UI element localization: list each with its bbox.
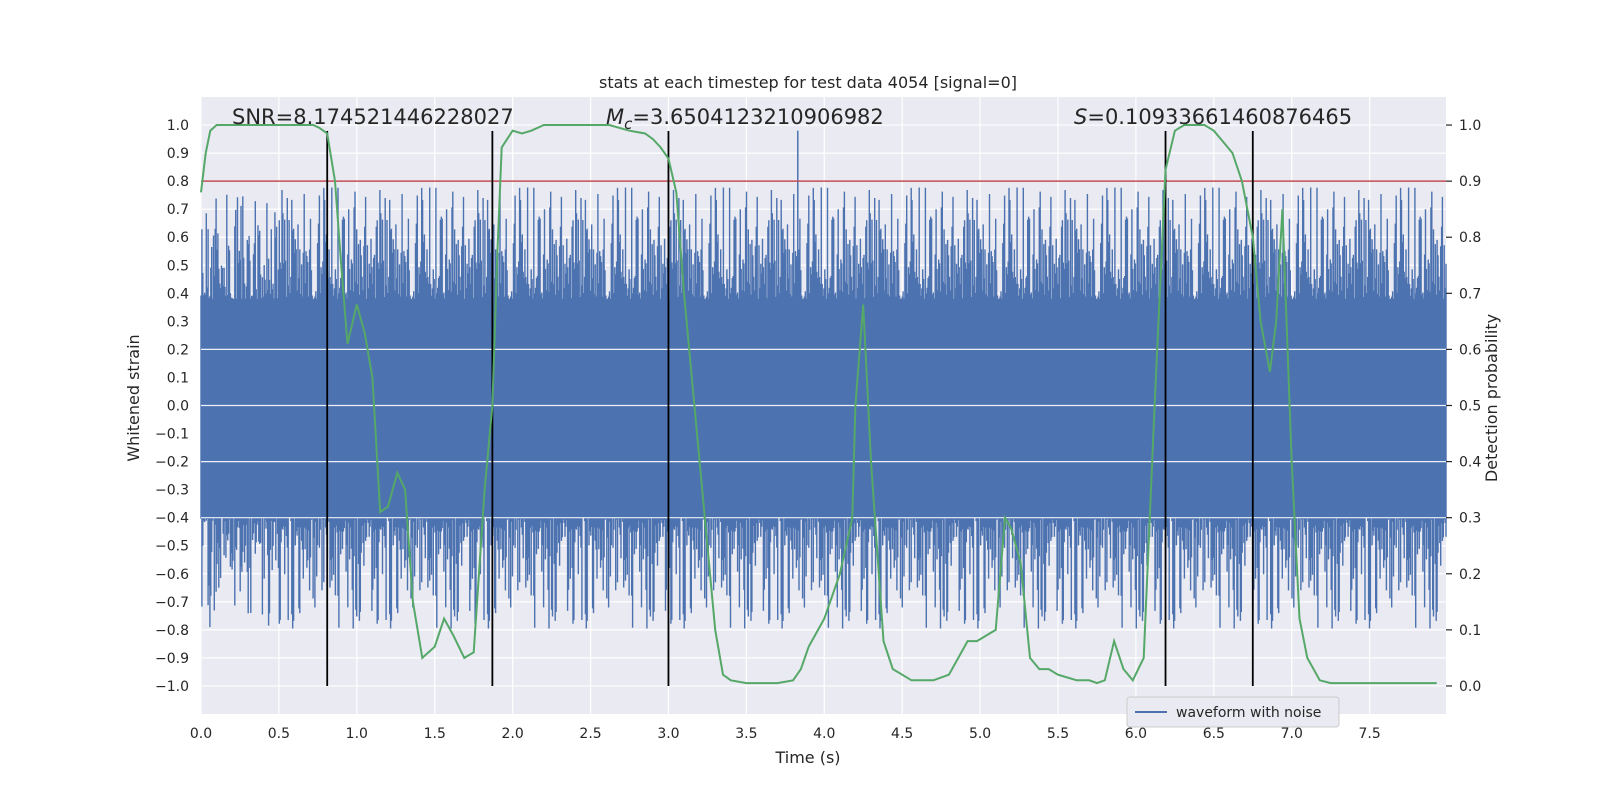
y-left-tick-label: 0.9 <box>167 146 189 162</box>
y-right-tick-label: 0.5 <box>1459 399 1481 415</box>
x-tick-label: 4.5 <box>891 726 913 742</box>
x-tick-label: 1.5 <box>424 726 446 742</box>
y-left-tick-label: −0.8 <box>155 623 189 639</box>
legend: waveform with noise <box>1126 696 1340 728</box>
left-axis-ticks: 1.0 0.9 0.8 0.7 0.6 0.5 0.4 0.3 0.2 0.1 0.0 −0.1 −0.… <box>155 118 189 695</box>
y-axis-left-label: Whitened strain <box>124 334 143 461</box>
y-right-tick-label: 0.6 <box>1459 342 1481 358</box>
x-tick-label: 1.0 <box>346 726 368 742</box>
y-right-tick-label: 0.0 <box>1459 679 1481 695</box>
y-left-tick-label: 0.4 <box>167 286 189 302</box>
x-tick-label: 2.0 <box>502 726 524 742</box>
y-left-tick-label: −0.3 <box>155 483 189 499</box>
chart-title: stats at each timestep for test data 405… <box>599 73 1017 92</box>
chirp-mass-annotation: Mc=3.6504123210906982 <box>606 105 884 133</box>
y-right-tick-label: 0.7 <box>1459 286 1481 302</box>
spin-annotation: S=0.10933661460876465 <box>1074 105 1352 129</box>
y-right-tick-label: 1.0 <box>1459 118 1481 134</box>
x-tick-label: 2.5 <box>579 726 601 742</box>
waveform-line <box>200 187 1447 629</box>
y-right-tick-label: 0.9 <box>1459 174 1481 190</box>
y-left-tick-label: −0.7 <box>155 595 189 611</box>
chirp-mass-value: =3.6504123210906982 <box>632 105 883 129</box>
probability-series <box>200 124 1437 685</box>
x-tick-label: 3.0 <box>657 726 679 742</box>
y-axis-right-label: Detection probability <box>1482 314 1501 482</box>
chirp-mass-subscript: c <box>624 115 633 133</box>
legend-label: waveform with noise <box>1176 705 1321 721</box>
chirp-mass-symbol: M <box>606 105 624 129</box>
y-right-tick-label: 0.1 <box>1459 623 1481 639</box>
x-tick-label: 6.5 <box>1203 726 1225 742</box>
spin-symbol: S <box>1074 105 1087 129</box>
probability-line <box>200 124 1437 685</box>
x-tick-label: 5.5 <box>1047 726 1069 742</box>
x-tick-label: 3.5 <box>735 726 757 742</box>
y-left-tick-label: 0.2 <box>167 342 189 358</box>
y-left-tick-label: −0.2 <box>155 455 189 471</box>
x-tick-label: 0.0 <box>190 726 212 742</box>
x-tick-label: 5.0 <box>969 726 991 742</box>
x-tick-label: 0.5 <box>268 726 290 742</box>
snr-annotation: SNR=8.174521446228027 <box>232 105 514 129</box>
y-left-tick-label: 0.6 <box>167 230 189 246</box>
y-left-tick-label: −0.4 <box>155 511 189 527</box>
y-left-tick-label: 0.7 <box>167 202 189 218</box>
y-left-tick-label: 0.1 <box>167 370 189 386</box>
y-left-tick-label: 0.0 <box>167 399 189 415</box>
y-left-tick-label: −0.5 <box>155 539 189 555</box>
y-right-tick-label: 0.2 <box>1459 567 1481 583</box>
x-tick-label: 7.5 <box>1359 726 1381 742</box>
x-axis-label: Time (s) <box>774 748 840 767</box>
y-right-tick-label: 0.4 <box>1459 455 1481 471</box>
right-axis-ticks: 1.0 0.9 0.8 0.7 0.6 0.5 0.4 0.3 0.2 0.1 0.0 <box>1446 118 1481 695</box>
y-left-tick-label: 0.3 <box>167 314 189 330</box>
y-left-tick-label: 0.5 <box>167 258 189 274</box>
y-left-tick-label: −0.9 <box>155 651 189 667</box>
x-tick-label: 4.0 <box>813 726 835 742</box>
x-tick-label: 6.0 <box>1125 726 1147 742</box>
y-left-tick-label: 1.0 <box>167 118 189 134</box>
y-right-tick-label: 0.3 <box>1459 511 1481 527</box>
x-axis-ticks: 0.0 0.5 1.0 1.5 2.0 2.5 3.0 3.5 4.0 4.5 5.0 5.5 6.0 6… <box>190 726 1381 742</box>
y-right-tick-label: 0.8 <box>1459 230 1481 246</box>
legend-box <box>1126 696 1340 728</box>
spin-value: =0.10933661460876465 <box>1087 105 1352 129</box>
grid-overlay <box>201 348 1446 519</box>
waveform-series <box>200 130 1447 629</box>
y-left-tick-label: 0.8 <box>167 174 189 190</box>
y-left-tick-label: −1.0 <box>155 679 189 695</box>
y-left-tick-label: −0.1 <box>155 427 189 443</box>
y-left-tick-label: −0.6 <box>155 567 189 583</box>
x-tick-label: 7.0 <box>1281 726 1303 742</box>
